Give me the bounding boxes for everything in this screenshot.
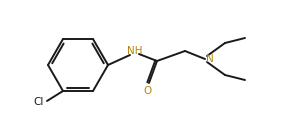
Text: NH: NH — [127, 46, 143, 56]
Text: Cl: Cl — [34, 97, 44, 107]
Text: N: N — [206, 54, 214, 64]
Text: O: O — [143, 86, 151, 96]
